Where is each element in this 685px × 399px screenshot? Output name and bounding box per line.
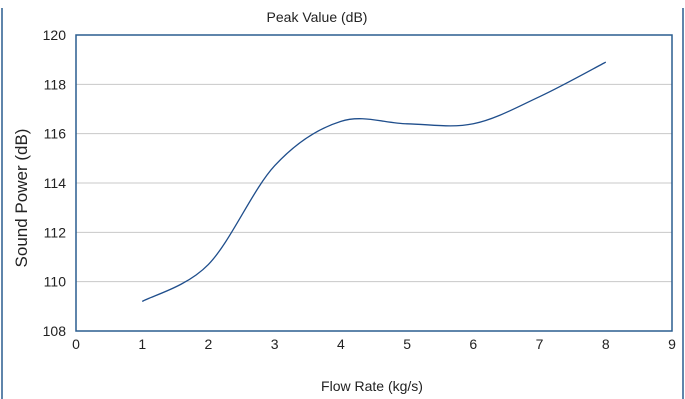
x-tick-label: 3 <box>271 336 279 352</box>
series-line-1 <box>141 61 607 302</box>
series-layer <box>141 61 607 302</box>
chart-title: Peak Value (dB) <box>267 9 368 25</box>
x-tick-label: 4 <box>337 336 345 352</box>
x-axis-ticks: 0 1 2 3 4 5 6 7 8 9 <box>72 336 676 352</box>
y-tick-label: 110 <box>44 274 67 290</box>
x-tick-label: 7 <box>536 336 544 352</box>
y-tick-label: 108 <box>43 323 67 339</box>
x-tick-label: 5 <box>403 336 411 352</box>
y-tick-label: 112 <box>44 224 67 240</box>
x-tick-label: 6 <box>469 336 477 352</box>
x-tick-label: 2 <box>205 336 213 352</box>
x-tick-label: 1 <box>138 336 146 352</box>
y-tick-label: 118 <box>44 76 67 92</box>
grid-lines <box>76 83 672 283</box>
y-tick-label: 120 <box>43 27 67 43</box>
x-tick-label: 9 <box>668 336 676 352</box>
x-axis-label: Flow Rate (kg/s) <box>321 378 423 394</box>
y-axis-label: Sound Power (dB) <box>12 129 31 268</box>
y-tick-label: 116 <box>44 126 67 142</box>
y-tick-label: 114 <box>44 175 67 191</box>
x-tick-label: 0 <box>72 336 80 352</box>
y-axis-ticks: 108 110 112 114 116 118 120 <box>43 27 67 339</box>
x-tick-label: 8 <box>602 336 610 352</box>
plot-border <box>75 34 673 332</box>
